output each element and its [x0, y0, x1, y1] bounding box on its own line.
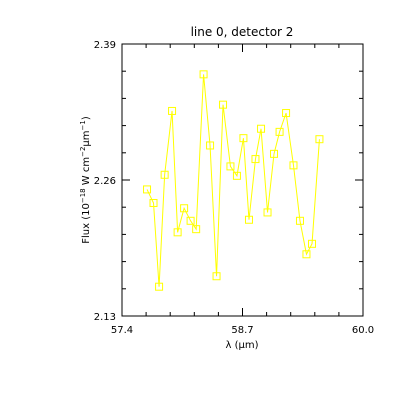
data-point	[149, 199, 158, 208]
data-point	[315, 135, 324, 144]
data-point	[173, 228, 182, 237]
data-point	[289, 161, 298, 170]
data-point	[160, 170, 169, 179]
data-point	[308, 239, 317, 248]
y-label-superscript: −18	[79, 188, 87, 203]
data-point	[199, 70, 208, 79]
x-tick-label: 60.0	[352, 325, 374, 336]
x-tick-label: 58.7	[231, 325, 253, 336]
data-point	[206, 141, 215, 150]
data-point	[282, 109, 291, 118]
y-label-text: Flux (10	[81, 203, 92, 244]
data-point	[257, 124, 266, 133]
y-tick-label: 2.13	[94, 312, 116, 323]
y-tick-label: 2.26	[94, 176, 116, 187]
y-label-text: W cm	[81, 157, 92, 188]
data-point	[263, 208, 272, 217]
data-point	[212, 272, 221, 281]
data-point	[270, 149, 279, 158]
data-point	[244, 215, 253, 224]
data-point	[275, 127, 284, 136]
y-label-text: μm	[81, 130, 92, 146]
y-label-text: )	[81, 116, 92, 120]
data-point	[295, 216, 304, 225]
x-tick-label: 57.4	[111, 325, 133, 336]
data-point	[219, 100, 228, 109]
series-line	[146, 74, 320, 287]
y-label-superscript: −2	[79, 147, 87, 157]
data-point	[239, 134, 248, 143]
y-tick-label: 2.39	[94, 40, 116, 51]
data-point	[192, 225, 201, 234]
chart-title: line 0, detector 2	[191, 25, 294, 39]
data-point	[155, 282, 164, 291]
y-axis-label: Flux (10−18 W cm−2μm−1)	[79, 116, 92, 244]
data-point	[143, 185, 152, 194]
data-point	[251, 155, 260, 164]
data-point	[168, 106, 177, 115]
y-label-superscript: −1	[79, 120, 87, 130]
data-point	[232, 171, 241, 180]
data-point	[180, 204, 189, 213]
x-axis-label: λ (μm)	[225, 340, 258, 351]
data-point	[186, 216, 195, 225]
data-point	[226, 162, 235, 171]
data-point	[302, 250, 311, 259]
